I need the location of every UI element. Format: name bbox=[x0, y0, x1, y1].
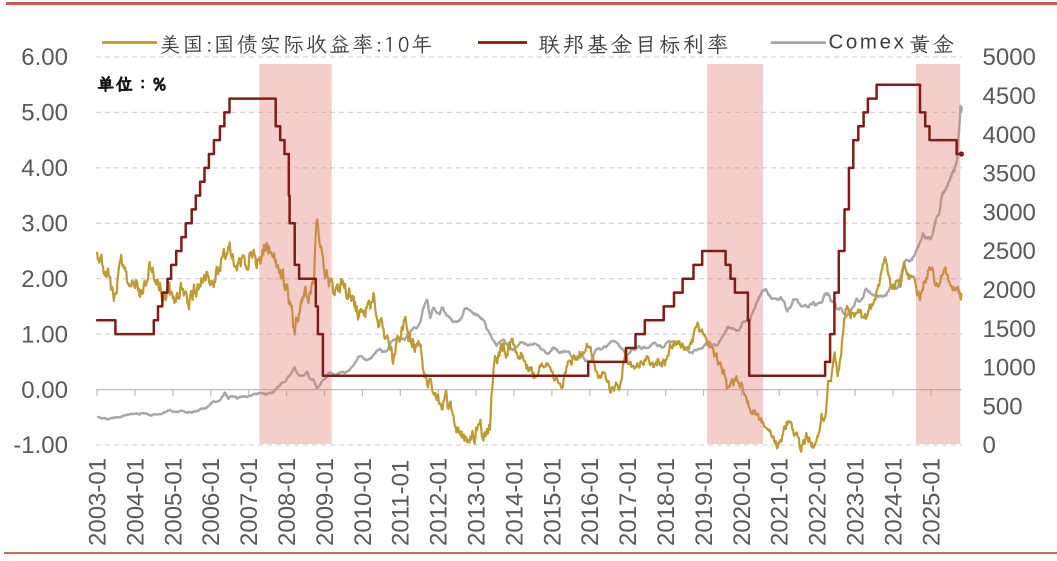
svg-text:2020-01: 2020-01 bbox=[729, 458, 756, 546]
svg-text:-1.00: -1.00 bbox=[13, 432, 68, 459]
svg-text:0.00: 0.00 bbox=[21, 377, 68, 404]
svg-text:2016-01: 2016-01 bbox=[577, 458, 604, 546]
svg-text:2005-01: 2005-01 bbox=[160, 458, 187, 546]
svg-text:3500: 3500 bbox=[983, 161, 1036, 188]
svg-text:2019-01: 2019-01 bbox=[691, 458, 718, 546]
svg-text:1500: 1500 bbox=[983, 316, 1036, 343]
svg-text:3000: 3000 bbox=[983, 199, 1036, 226]
svg-text:4000: 4000 bbox=[983, 122, 1036, 149]
svg-text:2015-01: 2015-01 bbox=[539, 458, 566, 546]
svg-text:2018-01: 2018-01 bbox=[653, 458, 680, 546]
svg-text:Comex: Comex bbox=[829, 30, 907, 53]
svg-text:500: 500 bbox=[983, 393, 1023, 420]
svg-text:4500: 4500 bbox=[983, 83, 1036, 110]
svg-text:2022-01: 2022-01 bbox=[805, 458, 832, 546]
svg-text:2500: 2500 bbox=[983, 238, 1036, 265]
svg-text:2009-01: 2009-01 bbox=[312, 458, 339, 546]
svg-text:2025-01: 2025-01 bbox=[918, 458, 945, 546]
svg-text:2006-01: 2006-01 bbox=[198, 458, 225, 546]
svg-text:2010-01: 2010-01 bbox=[350, 458, 377, 546]
svg-text:2021-01: 2021-01 bbox=[767, 458, 794, 546]
svg-text:2.00: 2.00 bbox=[21, 266, 68, 293]
svg-text:2023-01: 2023-01 bbox=[843, 458, 870, 546]
svg-text:2004-01: 2004-01 bbox=[122, 458, 149, 546]
svg-text:2017-01: 2017-01 bbox=[615, 458, 642, 546]
svg-text:0: 0 bbox=[983, 432, 996, 459]
svg-text:2007-01: 2007-01 bbox=[236, 458, 263, 546]
svg-text:3.00: 3.00 bbox=[21, 211, 68, 238]
svg-text:6.00: 6.00 bbox=[21, 44, 68, 71]
svg-text:2012-01: 2012-01 bbox=[426, 458, 453, 546]
svg-text:2008-01: 2008-01 bbox=[274, 458, 301, 546]
svg-text:2011-01: 2011-01 bbox=[388, 460, 415, 546]
svg-text:2014-01: 2014-01 bbox=[501, 458, 528, 546]
svg-text:4.00: 4.00 bbox=[21, 155, 68, 182]
svg-text:5.00: 5.00 bbox=[21, 100, 68, 127]
svg-text:2013-01: 2013-01 bbox=[464, 458, 491, 546]
svg-text:1000: 1000 bbox=[983, 355, 1036, 382]
svg-text:2003-01: 2003-01 bbox=[85, 458, 112, 546]
svg-text:5000: 5000 bbox=[983, 44, 1036, 71]
svg-text:1.00: 1.00 bbox=[21, 321, 68, 348]
svg-text:2024-01: 2024-01 bbox=[880, 458, 907, 546]
svg-text:2000: 2000 bbox=[983, 277, 1036, 304]
